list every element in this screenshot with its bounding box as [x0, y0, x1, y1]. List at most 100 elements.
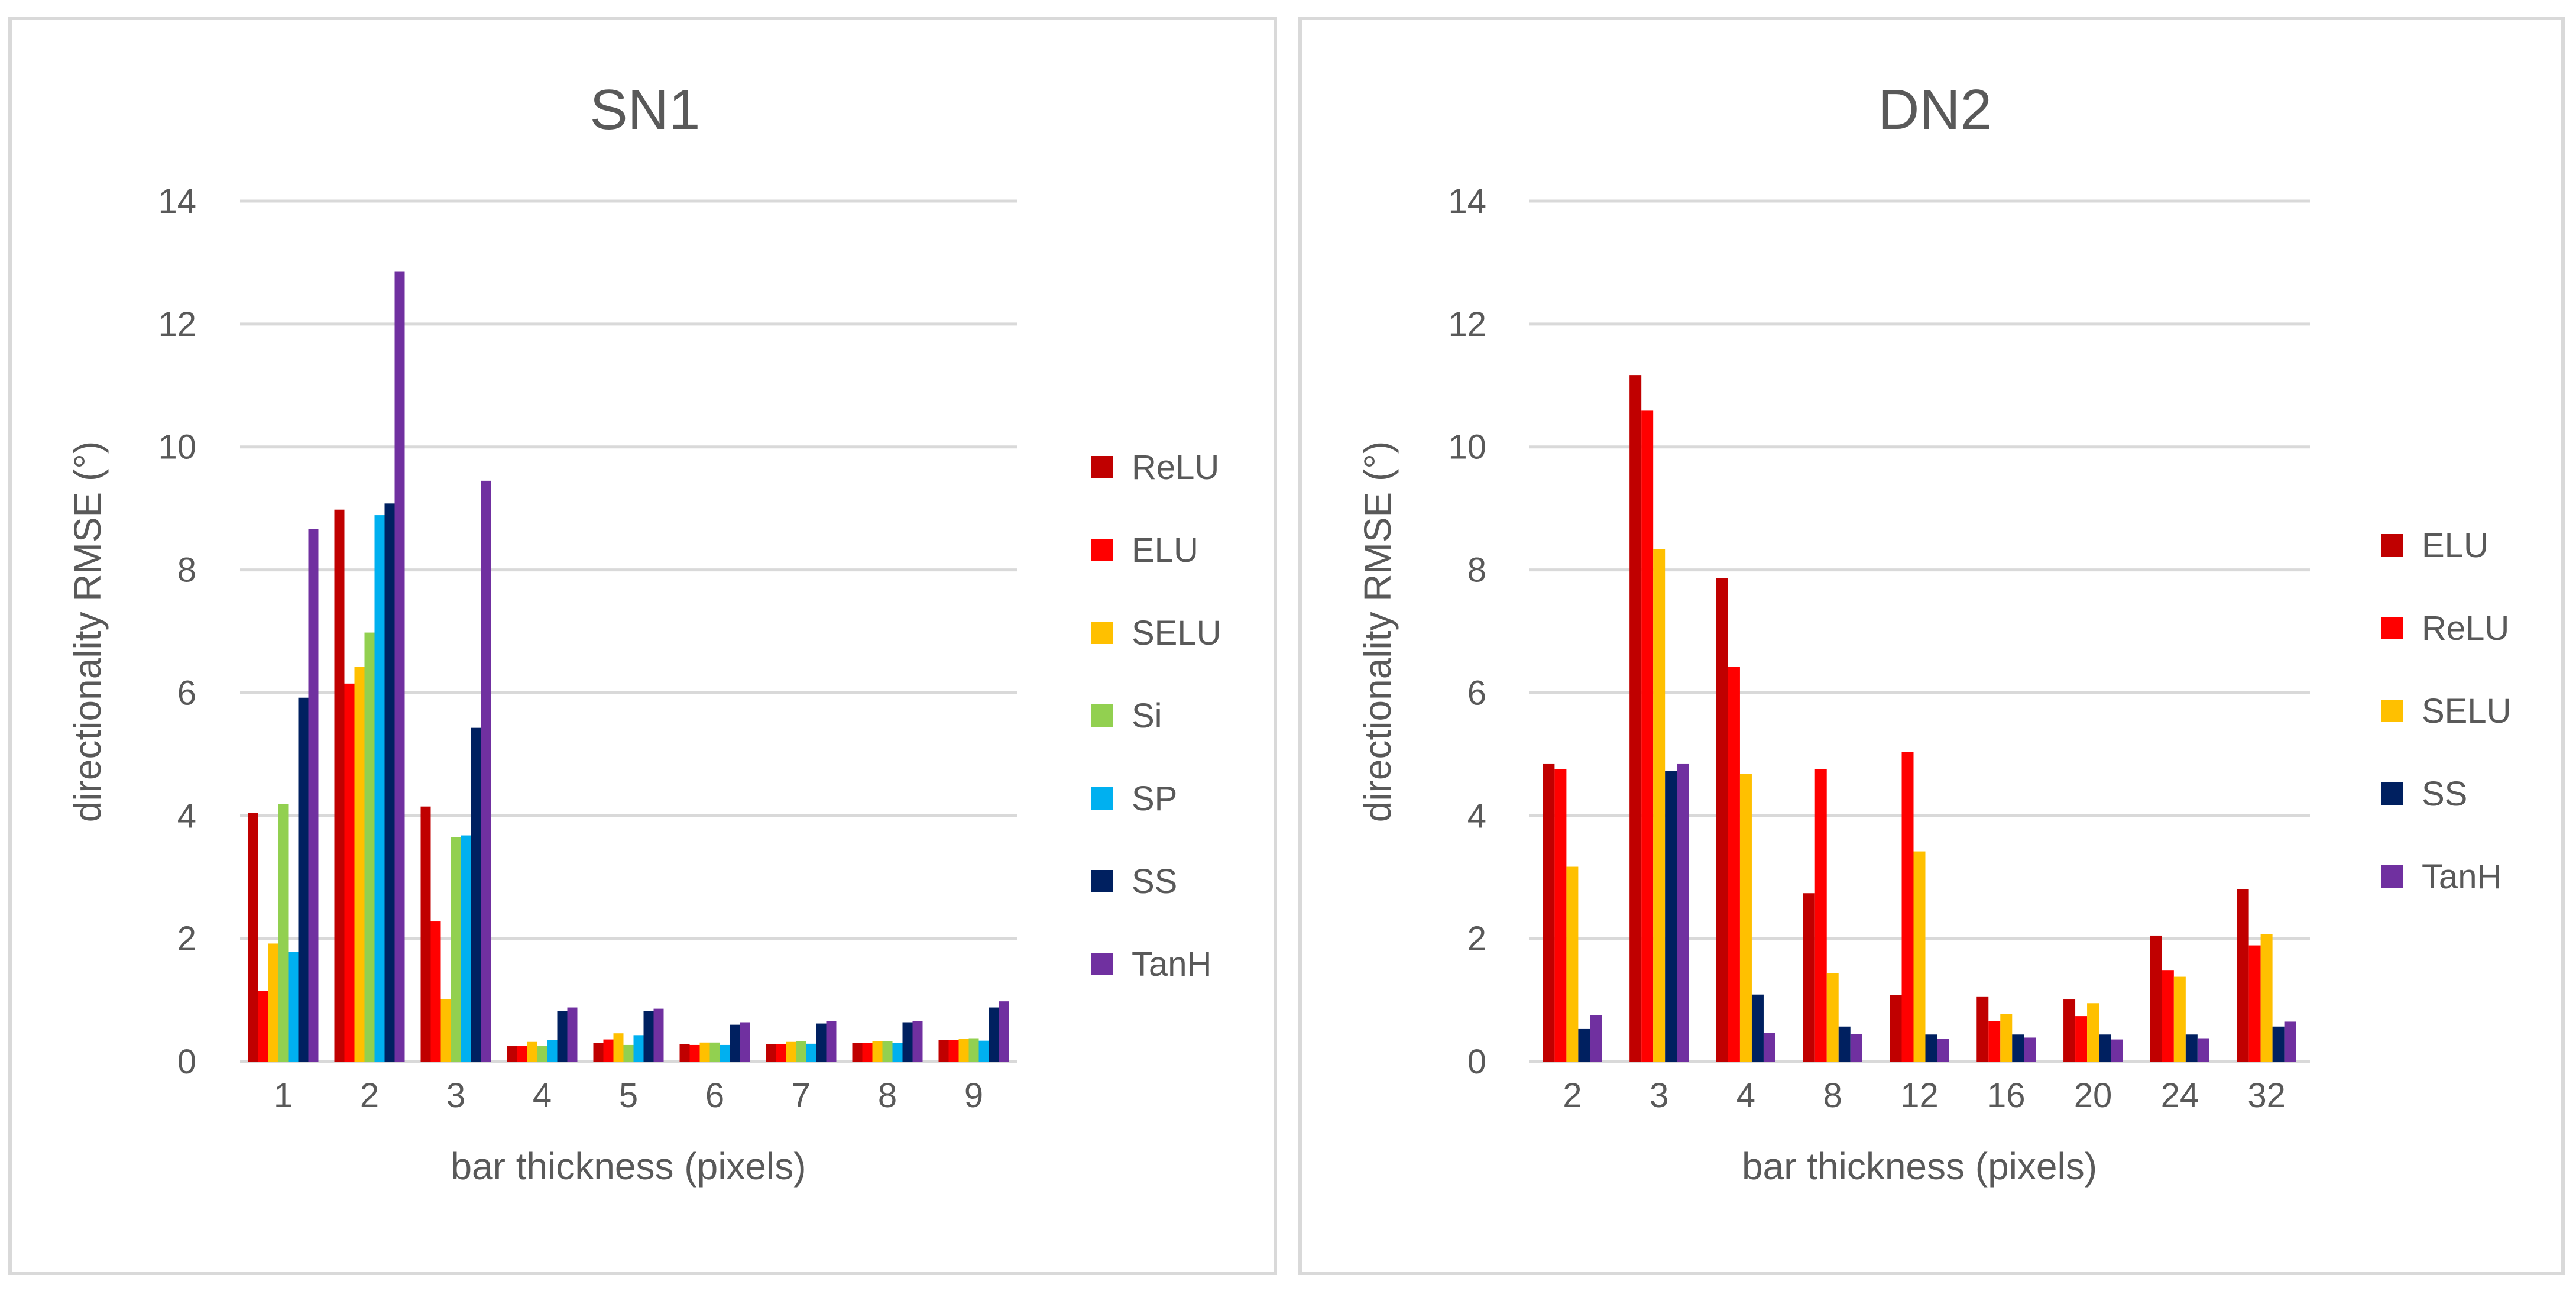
- bar-elu-2: [1543, 763, 1555, 1062]
- bar-selu-12: [1913, 851, 1926, 1062]
- bar-tanh-1: [308, 529, 319, 1062]
- bar-relu-6: [679, 1044, 690, 1062]
- bar-si-4: [537, 1046, 547, 1062]
- bar-tanh-16: [2024, 1037, 2036, 1062]
- bar-selu-20: [2087, 1003, 2099, 1062]
- x-tick-label: 5: [619, 1076, 638, 1115]
- chart-panel-dn2: DN2 0 2 4 6 8 10 12 14 2 3 4 8 12 16 20 24 32 bar thicknes…: [1298, 17, 2565, 1275]
- chart-panel-sn1: SN1 0 2 4 6 8 10 12 14 1 2 3 4 5 6 7 8 9 bar thickness (pi…: [8, 17, 1277, 1275]
- bar-sp-2: [374, 515, 385, 1062]
- x-tick-label: 20: [2074, 1076, 2112, 1115]
- legend-label-sp: SP: [1132, 779, 1177, 818]
- x-tick-label: 9: [964, 1076, 983, 1115]
- bar-ss-32: [2272, 1026, 2285, 1062]
- x-axis-title: bar thickness (pixels): [451, 1145, 806, 1188]
- bar-ss-2: [384, 503, 395, 1062]
- legend-swatch-sp: [1091, 787, 1113, 810]
- bar-tanh-4: [567, 1007, 578, 1062]
- bar-relu-8: [1814, 769, 1827, 1062]
- bar-ss-7: [816, 1023, 827, 1062]
- bar-tanh-8: [912, 1021, 923, 1062]
- bar-tanh-6: [740, 1022, 750, 1062]
- bar-selu-9: [958, 1039, 969, 1062]
- bar-ss-12: [1925, 1034, 1937, 1062]
- bar-sp-8: [892, 1043, 903, 1062]
- bar-sp-5: [633, 1035, 644, 1062]
- bar-sp-7: [806, 1043, 816, 1062]
- legend-swatch-selu: [1091, 622, 1113, 644]
- bar-elu-7: [776, 1044, 786, 1062]
- bar-tanh-24: [2197, 1038, 2209, 1062]
- legend-label-relu: ReLU: [1132, 448, 1219, 487]
- legend-label-relu: ReLU: [2422, 609, 2509, 648]
- y-tick-label: 12: [1448, 305, 1486, 344]
- y-tick-label: 6: [177, 674, 196, 712]
- x-tick-label: 6: [705, 1076, 724, 1115]
- legend-label-selu: SELU: [1132, 614, 1221, 652]
- bar-elu-6: [689, 1044, 700, 1062]
- bar-selu-2: [354, 667, 365, 1062]
- bar-elu-8: [1803, 893, 1815, 1062]
- bar-selu-1: [268, 943, 278, 1062]
- bar-sp-6: [720, 1044, 730, 1062]
- bar-ss-6: [730, 1024, 740, 1062]
- bar-si-7: [796, 1041, 806, 1062]
- y-tick-label: 8: [177, 551, 196, 590]
- bar-tanh-7: [826, 1021, 837, 1062]
- y-tick-label: 4: [177, 797, 196, 835]
- bar-relu-3: [420, 806, 431, 1062]
- y-axis-title: directionality RMSE (°): [66, 441, 109, 822]
- bar-relu-1: [248, 813, 258, 1062]
- y-tick-label: 14: [158, 182, 196, 221]
- bar-tanh-4: [1763, 1033, 1775, 1062]
- bar-elu-12: [1890, 995, 1902, 1062]
- bar-tanh-2: [1590, 1015, 1602, 1062]
- bar-relu-8: [852, 1043, 863, 1062]
- bar-relu-4: [1728, 667, 1740, 1062]
- y-tick-label: 0: [1467, 1043, 1486, 1081]
- y-tick-label: 2: [177, 920, 196, 958]
- bar-si-1: [278, 804, 289, 1062]
- y-tick-label: 0: [177, 1043, 196, 1081]
- legend-swatch-ss: [2381, 782, 2403, 805]
- legend-label-elu: ELU: [1132, 531, 1198, 570]
- bar-tanh-2: [394, 271, 405, 1062]
- bar-relu-2: [334, 509, 345, 1062]
- y-tick-label: 10: [1448, 428, 1486, 467]
- bar-sp-9: [978, 1040, 989, 1062]
- bar-selu-32: [2260, 934, 2273, 1062]
- bar-elu-20: [2063, 999, 2076, 1062]
- legend-swatch-si: [1091, 704, 1113, 727]
- y-tick-label: 2: [1467, 920, 1486, 958]
- bar-ss-20: [2099, 1034, 2111, 1062]
- bar-relu-16: [1988, 1021, 2001, 1062]
- bar-selu-8: [872, 1041, 883, 1062]
- bar-relu-4: [507, 1046, 517, 1062]
- bar-tanh-32: [2284, 1021, 2296, 1062]
- x-tick-label: 12: [1900, 1076, 1939, 1115]
- bar-si-6: [709, 1042, 720, 1062]
- bar-ss-2: [1578, 1028, 1590, 1062]
- bar-elu-9: [948, 1040, 959, 1062]
- y-tick-label: 14: [1448, 182, 1486, 221]
- x-tick-label: 16: [1987, 1076, 2026, 1115]
- x-tick-label: 7: [792, 1076, 811, 1115]
- bar-relu-2: [1554, 769, 1567, 1062]
- x-tick-label: 3: [446, 1076, 465, 1115]
- legend-label-elu: ELU: [2422, 526, 2488, 565]
- bar-selu-4: [1739, 774, 1752, 1062]
- legend-swatch-relu: [1091, 456, 1113, 478]
- bar-relu-9: [938, 1040, 949, 1062]
- bar-selu-4: [527, 1041, 537, 1062]
- bar-ss-5: [643, 1011, 654, 1062]
- bar-relu-20: [2075, 1016, 2088, 1062]
- x-tick-label: 3: [1650, 1076, 1668, 1115]
- legend-label-ss: SS: [1132, 862, 1177, 901]
- bar-elu-1: [258, 991, 268, 1062]
- bar-ss-8: [902, 1022, 913, 1062]
- bar-tanh-9: [999, 1001, 1009, 1062]
- bar-tanh-3: [481, 480, 491, 1062]
- bar-selu-7: [786, 1041, 796, 1062]
- bar-selu-16: [2000, 1014, 2013, 1062]
- y-tick-label: 8: [1467, 551, 1486, 590]
